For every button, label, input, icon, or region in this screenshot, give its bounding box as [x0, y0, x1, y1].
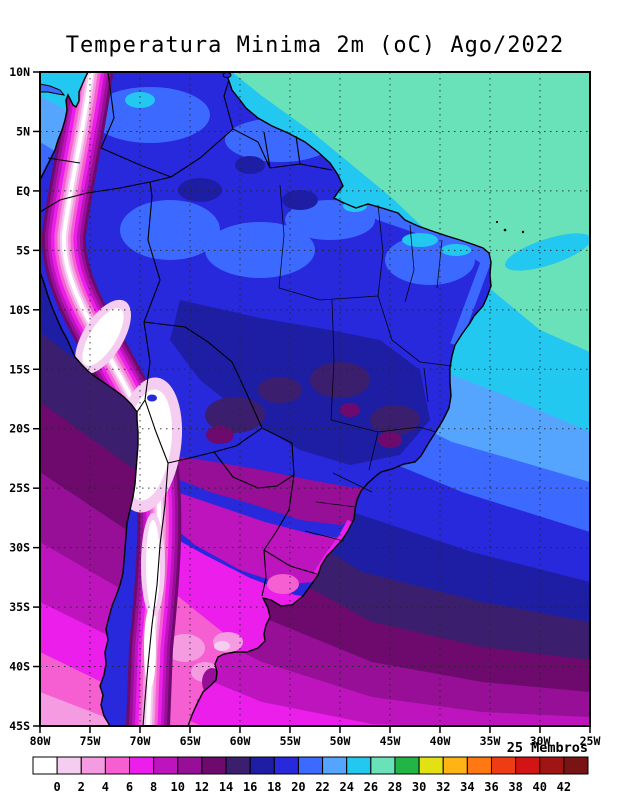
map-frame [39, 71, 591, 727]
lat-tick-label: 5N [16, 124, 30, 138]
colorbar-segment [394, 756, 420, 775]
coastline [40, 72, 492, 726]
colorbar-segment [539, 756, 565, 775]
ensemble-members-label: 25 Membros [507, 740, 588, 756]
colorbar-segment [80, 756, 106, 775]
colorbar-segment [515, 756, 541, 775]
colorbar-segment [490, 756, 517, 775]
lat-tick-label: 30S [9, 541, 30, 555]
colorbar-segment [418, 756, 444, 775]
colorbar-tick-label: 12 [195, 780, 209, 794]
lon-tick-label: 25W [580, 734, 601, 748]
colorbar-tick-label: 42 [557, 780, 571, 794]
lat-tick-label: 5S [16, 243, 30, 257]
colorbar-segment [225, 756, 251, 775]
lat-tick-label: 45S [9, 719, 30, 733]
colorbar-segment [104, 756, 131, 775]
colorbar-tick-label: 40 [533, 780, 547, 794]
colorbar-tick-label: 18 [267, 780, 281, 794]
lon-tick-label: 80W [30, 734, 51, 748]
temperature-colorbar: 0 2 4 6 8 10 12 14 16 18 20 22 24 26 28 30 32 34 36 38 40 42 [32, 756, 589, 794]
colorbar-tick-label: 2 [78, 780, 85, 794]
colorbar-segment [442, 756, 468, 775]
lat-tick-label: 20S [9, 422, 30, 436]
lon-tick-label: 55W [280, 734, 301, 748]
country-borders [40, 72, 333, 726]
colorbar-tick-label: 34 [460, 780, 474, 794]
colorbar-tick-label: 20 [291, 780, 305, 794]
lon-tick-label: 40W [430, 734, 451, 748]
colorbar-tick-label: 14 [219, 780, 233, 794]
colorbar-tick-label: 36 [484, 780, 498, 794]
colorbar-segment [273, 756, 299, 775]
lat-tick-label: 10N [9, 65, 30, 79]
lat-tick-label: 10S [9, 303, 30, 317]
lat-tick-label: 35S [9, 600, 30, 614]
colorbar-tick-label: 6 [126, 780, 133, 794]
lon-tick-label: 35W [480, 734, 501, 748]
colorbar-segment [32, 756, 58, 775]
map-title: Temperatura Minima 2m (oC) Ago/2022 [66, 33, 565, 58]
colorbar-segment [466, 756, 492, 775]
map-canvas [40, 72, 590, 726]
lat-tick-label: 25S [9, 481, 30, 495]
colorbar-tick-label: 10 [171, 780, 185, 794]
colorbar-segment [153, 756, 179, 775]
lon-tick-label: 30W [530, 734, 551, 748]
graticule-grid [40, 72, 590, 726]
andes-cold-ridge [41, 72, 183, 726]
colorbar-segment [346, 756, 372, 775]
lon-tick-label: 65W [180, 734, 201, 748]
lon-tick-label: 50W [330, 734, 351, 748]
lake-titicaca [147, 394, 157, 402]
lat-tick-label: 40S [9, 660, 30, 674]
colorbar-tick-label: 30 [412, 780, 426, 794]
colorbar-segment [370, 756, 396, 775]
colorbar-segment [563, 756, 589, 775]
colorbar-tick-label: 16 [243, 780, 257, 794]
colorbar-tick-label: 24 [339, 780, 353, 794]
longitude-axis: 80W 75W 70W 65W 60W 55W 50W 45W 40W 35W 30W 25W [30, 726, 601, 748]
lat-tick-label: 15S [9, 362, 30, 376]
colorbar-tick-label: 22 [315, 780, 329, 794]
colorbar-tick-label: 32 [436, 780, 450, 794]
colorbar-segment [201, 756, 227, 775]
colorbar-segment [322, 756, 348, 775]
colorbar-segment [177, 756, 203, 775]
latitude-axis: 10N 5N EQ 5S 10S 15S 20S 25S 30S 35S 40S 45S [9, 65, 40, 733]
lon-tick-label: 45W [380, 734, 401, 748]
colorbar-tick-label: 28 [388, 780, 402, 794]
lon-tick-label: 70W [130, 734, 151, 748]
colorbar-segment [249, 756, 275, 775]
colorbar-segment [297, 756, 324, 775]
lat-tick-label: EQ [16, 184, 30, 198]
colorbar-segment [56, 756, 82, 775]
colorbar-segment [129, 756, 155, 775]
colorbar-tick-label: 0 [54, 780, 61, 794]
colorbar-tick-label: 38 [508, 780, 522, 794]
lon-tick-label: 60W [230, 734, 251, 748]
colorbar-tick-label: 8 [150, 780, 157, 794]
lon-tick-label: 75W [80, 734, 101, 748]
colorbar-tick-label: 26 [364, 780, 378, 794]
colorbar-tick-label: 4 [102, 780, 109, 794]
